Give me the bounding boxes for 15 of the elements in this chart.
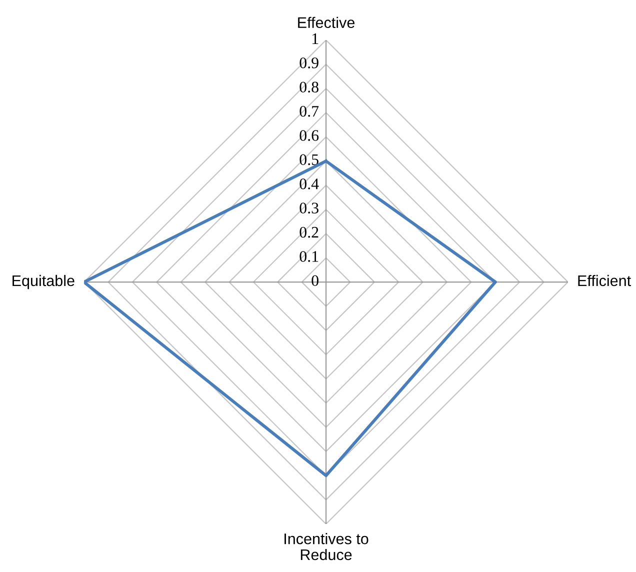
y-tick-label: 0.5 (300, 154, 318, 166)
spoke-label: Equitable (12, 274, 74, 290)
y-tick-label: 0.9 (300, 58, 318, 68)
y-tick-label: 0.6 (300, 130, 319, 141)
spoke-label: Effective (298, 16, 354, 28)
spoke-label: Efficient (578, 274, 631, 286)
y-tick-label: 0.2 (300, 226, 318, 238)
y-tick-label: 0.8 (300, 82, 318, 93)
y-tick-label: 0.3 (300, 202, 318, 214)
y-tick-label: 0.4 (300, 178, 319, 190)
y-tick-label: 0 (312, 275, 318, 286)
y-tick-label: 1 (312, 33, 318, 44)
y-tick-label: 0.7 (300, 106, 319, 117)
y-tick-label: 0.1 (300, 251, 318, 262)
spoke-label: Incentives to Reduce (284, 533, 368, 560)
